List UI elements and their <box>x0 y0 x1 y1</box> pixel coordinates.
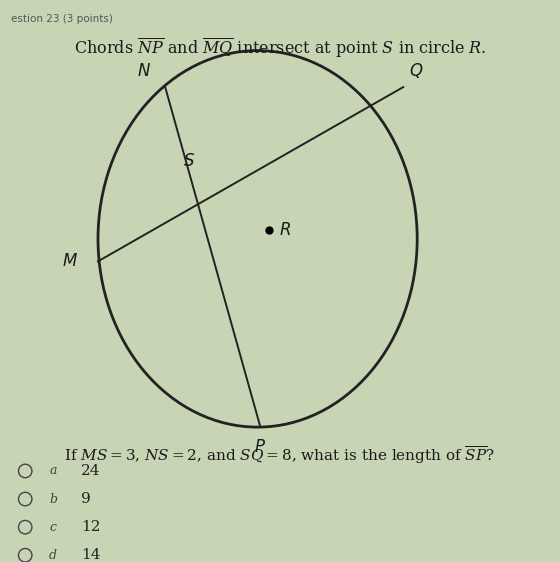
Text: If $MS = 3$, $NS = 2$, and $SQ = 8$, what is the length of $\overline{SP}$?: If $MS = 3$, $NS = 2$, and $SQ = 8$, wha… <box>64 444 496 466</box>
Text: c: c <box>50 520 57 534</box>
Text: 24: 24 <box>81 464 101 478</box>
Text: a: a <box>49 464 57 478</box>
Text: $S$: $S$ <box>183 153 195 170</box>
Text: Chords $\overline{NP}$ and $\overline{MQ}$ intersect at point $S$ in circle $R$.: Chords $\overline{NP}$ and $\overline{MQ… <box>74 37 486 61</box>
Text: $N$: $N$ <box>137 64 151 80</box>
Text: $P$: $P$ <box>254 439 267 456</box>
Text: $R$: $R$ <box>279 222 291 239</box>
Text: b: b <box>49 492 57 506</box>
Text: 14: 14 <box>81 549 101 562</box>
Text: 9: 9 <box>81 492 91 506</box>
Text: $Q$: $Q$ <box>409 61 423 80</box>
Text: 12: 12 <box>81 520 101 534</box>
Text: $M$: $M$ <box>63 253 78 270</box>
Text: estion 23 (3 points): estion 23 (3 points) <box>11 14 113 24</box>
Text: d: d <box>49 549 57 562</box>
